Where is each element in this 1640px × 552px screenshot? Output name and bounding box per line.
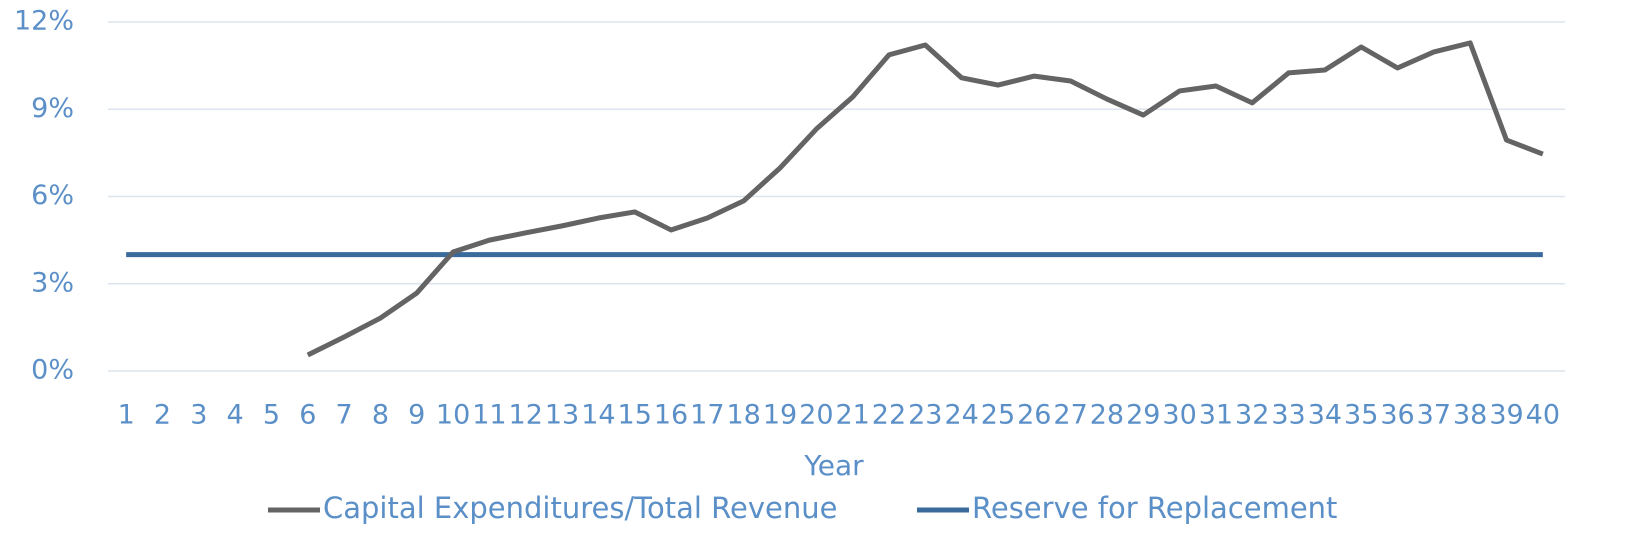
y-tick-label: 3% [31,267,74,298]
x-tick-label: 6 [299,400,316,431]
x-tick-label: 38 [1453,400,1487,431]
x-tick-label: 33 [1271,400,1305,431]
x-tick-label: 30 [1162,400,1196,431]
x-tick-label: 10 [436,400,470,431]
x-tick-label: 31 [1199,400,1233,431]
x-tick-label: 32 [1235,400,1269,431]
x-tick-label: 36 [1380,400,1414,431]
x-tick-label: 29 [1126,400,1160,431]
x-tick-label: 7 [336,400,353,431]
line-series [306,40,1544,358]
x-tick-label: 8 [372,400,389,431]
x-tick-label: 15 [618,400,652,431]
x-tick-label: 39 [1489,400,1523,431]
legend-label: Reserve for Replacement [972,491,1337,525]
x-tick-label: 23 [908,400,942,431]
y-tick-label: 6% [31,180,74,211]
x-axis-title: Year [803,449,864,482]
x-tick-label: 1 [118,400,135,431]
x-tick-label: 25 [981,400,1015,431]
x-tick-label: 22 [872,400,906,431]
x-tick-label: 9 [408,400,425,431]
y-tick-label: 9% [31,93,74,124]
x-tick-label: 21 [835,400,869,431]
x-tick-label: 37 [1417,400,1451,431]
x-tick-label: 11 [472,400,506,431]
x-tick-label: 5 [263,400,280,431]
x-tick-label: 40 [1526,400,1560,431]
legend-label: Capital Expenditures/Total Revenue [323,491,837,525]
x-tick-label: 14 [581,400,615,431]
x-tick-label: 27 [1053,400,1087,431]
y-tick-label: 12% [14,6,74,37]
x-tick-label: 4 [227,400,244,431]
x-tick-label: 19 [763,400,797,431]
x-tick-label: 35 [1344,400,1378,431]
x-tick-label: 18 [727,400,761,431]
y-tick-label: 0% [31,355,74,386]
x-tick-label: 13 [545,400,579,431]
x-tick-label: 24 [944,400,978,431]
x-tick-label: 3 [190,400,207,431]
x-tick-label: 20 [799,400,833,431]
x-tick-label: 17 [690,400,724,431]
x-tick-label: 2 [154,400,171,431]
x-tick-label: 34 [1308,400,1342,431]
x-tick-label: 26 [1017,400,1051,431]
x-tick-label: 12 [509,400,543,431]
x-tick-label: 28 [1090,400,1124,431]
x-tick-label: 16 [654,400,688,431]
